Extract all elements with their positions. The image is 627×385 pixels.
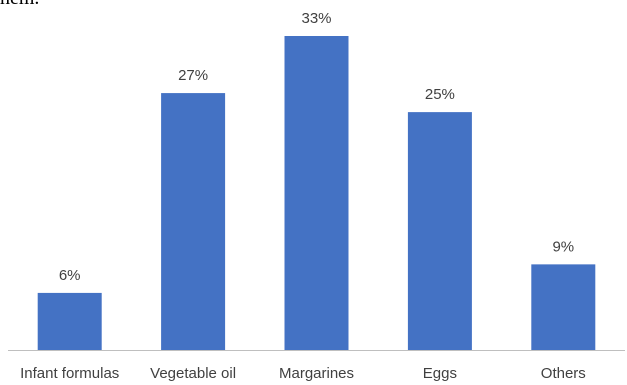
value-label: 9% [552,238,574,255]
bar-vegetable-oil [161,93,226,350]
bar-eggs [407,112,472,350]
bar-margarines [284,36,349,350]
category-label: Others [541,365,586,382]
value-label: 25% [425,86,455,103]
bar-others [531,264,596,350]
category-label: Margarines [279,365,354,382]
bar-infant-formulas [37,292,102,350]
category-labels-group: Infant formulas Vegetable oil Margarines Eg… [20,365,586,382]
category-label: Eggs [423,365,457,382]
bars-group [37,36,596,350]
value-label: 6% [59,267,81,284]
category-label: Infant formulas [20,365,119,382]
category-label: Vegetable oil [150,365,236,382]
truncated-header-text: hem. [0,0,39,8]
value-labels-group: 6% 27% 33% 25% 9% [59,10,574,284]
value-label: 27% [178,67,208,84]
value-label: 33% [301,10,331,27]
